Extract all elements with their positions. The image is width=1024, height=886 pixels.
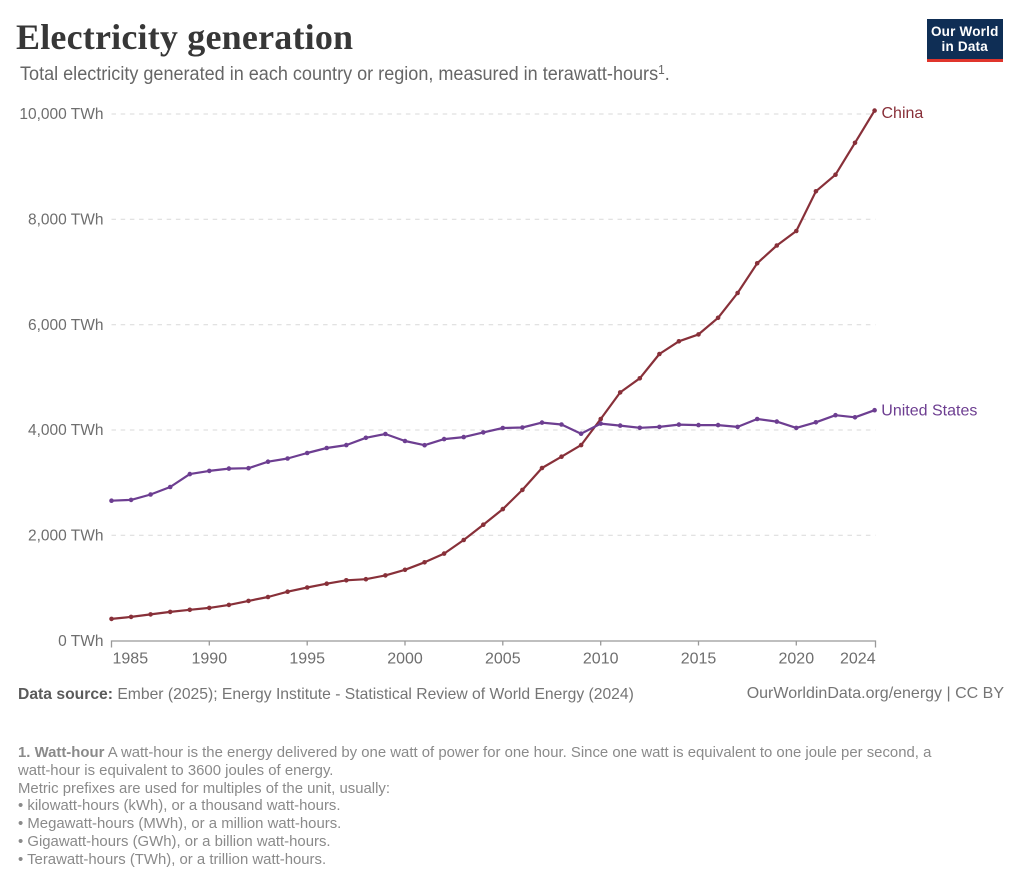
svg-text:2,000 TWh: 2,000 TWh bbox=[28, 528, 104, 545]
svg-text:2015: 2015 bbox=[681, 651, 717, 668]
svg-text:10,000 TWh: 10,000 TWh bbox=[19, 106, 103, 123]
svg-text:4,000 TWh: 4,000 TWh bbox=[28, 422, 104, 439]
svg-text:United States: United States bbox=[881, 403, 977, 420]
svg-text:China: China bbox=[882, 105, 924, 122]
svg-text:2005: 2005 bbox=[485, 651, 521, 668]
svg-text:1990: 1990 bbox=[192, 651, 228, 668]
svg-text:2020: 2020 bbox=[779, 651, 815, 668]
svg-text:2000: 2000 bbox=[387, 651, 423, 668]
svg-text:2024: 2024 bbox=[840, 651, 876, 668]
svg-text:0 TWh: 0 TWh bbox=[58, 633, 103, 650]
svg-text:8,000 TWh: 8,000 TWh bbox=[28, 212, 104, 229]
svg-text:2010: 2010 bbox=[583, 651, 619, 668]
svg-text:1985: 1985 bbox=[113, 651, 149, 668]
svg-text:6,000 TWh: 6,000 TWh bbox=[28, 317, 104, 334]
svg-text:1995: 1995 bbox=[289, 651, 325, 668]
